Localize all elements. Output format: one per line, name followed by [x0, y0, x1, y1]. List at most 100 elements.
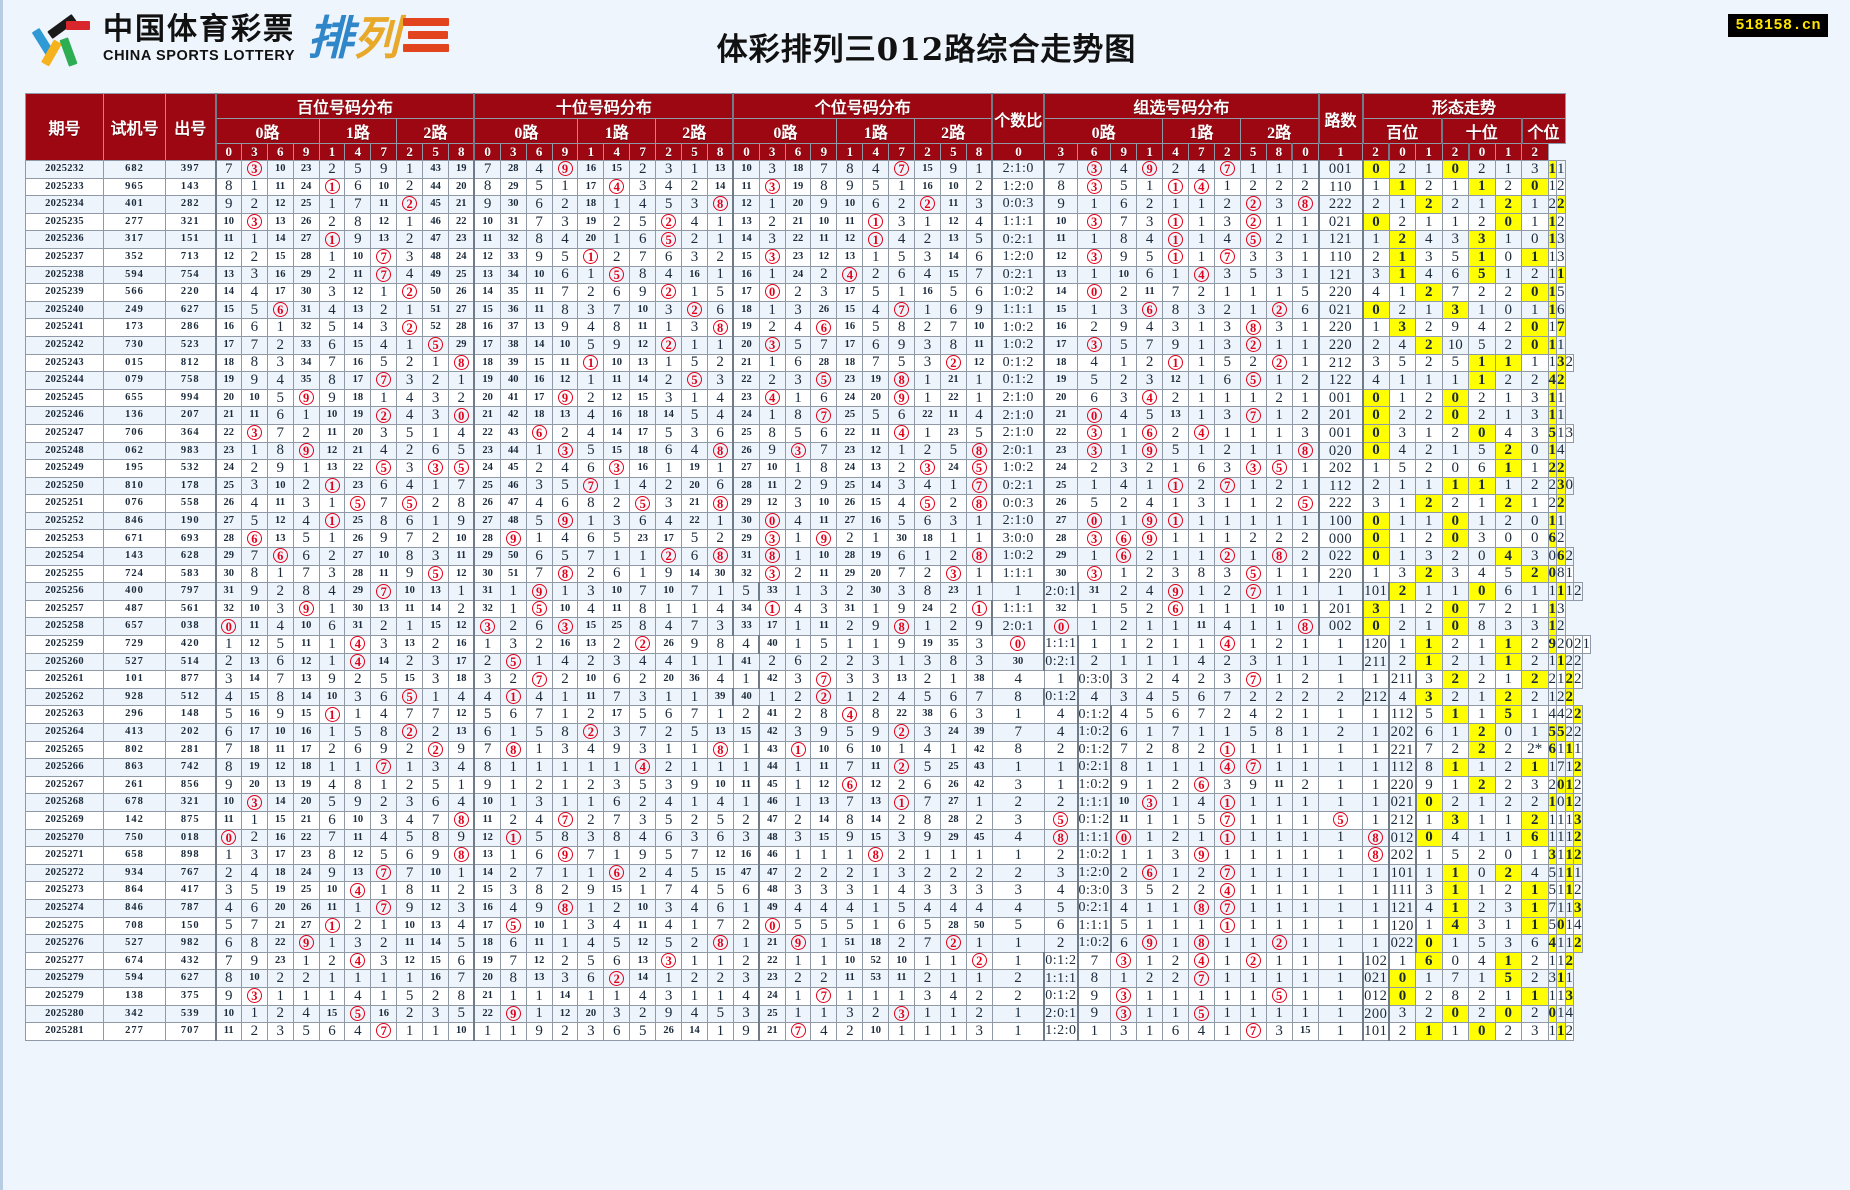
cell-zuxuan: 23: [1043, 441, 1079, 461]
table-row[interactable]: 2025268 678 321 10 3 14 20 5 9 2 3 6 4 10 1 3 1 1 6 2 4 1 4 1 46…: [25, 793, 1591, 812]
cell-zuxuan: 5: [1162, 687, 1189, 707]
table-row[interactable]: 2025235 277 321 10 3 13 26 2 8 12 1 46 22 10 31 7 3 19 2 5 2…: [25, 212, 1591, 232]
cell-xingtai: 0: [1361, 441, 1390, 461]
table-row[interactable]: 2025277 674 432 7 9 23 1 2 4 3 12 15 6 19 7 12 2 5 6 13 3 1 1 2…: [25, 951, 1591, 971]
cell-bai: 3: [370, 318, 398, 337]
table-row[interactable]: 2025258 657 038 0 11 4 10 6 31 2 1 15 12 3 2 6 3 15 25 8 4 7 3…: [25, 617, 1591, 637]
table-row[interactable]: 2025264 413 202 6 17 10 16 1 5 8 2 2 13 6 1 5 8 2 3 7 2 5 13 15…: [25, 723, 1591, 742]
table-row[interactable]: 2025252 846 190 27 5 12 4 1 25 8 6 1 9 27 48 5 9 1 3 6 4 22 1 3…: [25, 511, 1591, 531]
cell-xingtai: 0: [1521, 441, 1549, 461]
cell-zuxuan: 8: [1187, 564, 1215, 584]
table-row[interactable]: 2025233 965 143 8 1 11 24 1 6 10 2 44 20 8 29 5 1 17 4 3 4 2 1…: [25, 177, 1591, 197]
table-row[interactable]: 2025242 730 523 17 7 2 33 6 15 4 1 5 29 17 38 14 10 5 9 12 2…: [25, 335, 1591, 355]
cell-ge: 1: [965, 564, 993, 584]
cell-ge: 1: [939, 951, 967, 971]
cell-ge: 5: [784, 335, 812, 355]
table-row[interactable]: 2025236 317 151 11 1 14 27 1 9 13 2 47 23 11 32 8 4 20 1 6 5…: [25, 230, 1591, 249]
table-row[interactable]: 2025255 724 583 30 8 1 7 3 28 11 9 5 12 30 51 7 8 2 6 1 9 14 3…: [25, 564, 1591, 584]
table-row[interactable]: 2025234 401 282 9 2 12 25 1 7 11 2 45 21 9 30 6 2 18 1 4 5 3 8…: [25, 195, 1591, 214]
cell-shi: 9: [551, 160, 579, 179]
cell-xingtai: 2: [1468, 723, 1496, 742]
cell-ge: 26: [836, 494, 864, 513]
table-row[interactable]: 2025279 594 627 8 10 2 2 1 1 1 1 16 7 20 8 13 3 6 2 14 1 2 2 3 2…: [25, 969, 1591, 988]
cell-ge: 4: [862, 160, 890, 179]
table-row[interactable]: 2025279 138 375 9 3 1 1 1 4 1 5 2 8 21 1 1 14 1 1 4 3 1 1 4 24 1 7…: [25, 986, 1591, 1006]
table-row[interactable]: 2025253 671 693 28 6 13 5 1 26 9 7 2 10 28 9 1 4 6 5 23 17 5 2…: [25, 529, 1591, 549]
cell-ge: 3: [914, 723, 941, 742]
cell-shi: 4: [525, 687, 553, 707]
hit-marker: 6: [1168, 601, 1183, 617]
cell-lushu: 112: [1317, 476, 1364, 496]
cell-xingtai: 4: [1388, 687, 1417, 707]
cell-bai: 1: [396, 212, 424, 232]
table-row[interactable]: 2025263 296 148 5 16 9 15 1 1 4 7 7 12 5 6 7 1 2 17 5 6 7 1 2 41…: [25, 705, 1591, 724]
hit-marker: 2: [402, 196, 418, 212]
table-row[interactable]: 2025266 863 742 8 19 12 18 1 1 7 1 3 4 8 1 1 1 1 1 4 2 1 1 1 44 1…: [25, 758, 1591, 777]
cell-ge: 3: [888, 476, 916, 496]
cell-shi: 8: [551, 828, 579, 848]
table-row[interactable]: 2025267 261 856 9 20 13 19 4 8 1 2 5 1 9 1 2 1 2 3 5 3 9 10 11 4…: [25, 775, 1591, 795]
table-row[interactable]: 2025262 928 512 4 15 8 14 10 3 6 5 1 4 4 1 4 1 11 7 3 1 1 39 40…: [25, 687, 1591, 707]
table-row[interactable]: 2025232 682 397 7 3 10 23 2 5 9 1 43 19 7 28 4 9 16 15 2 3 1 1…: [25, 160, 1591, 179]
table-row[interactable]: 2025281 277 707 11 2 3 5 6 4 7 1 1 10 1 1 9 2 3 6 5 26 14 1 9 21…: [25, 1022, 1591, 1041]
cell-draw-number: 812: [165, 353, 216, 373]
cell-ge: 42: [758, 723, 786, 742]
cell-xingtai: 2: [1441, 423, 1470, 443]
cell-bai: 13: [266, 529, 294, 549]
table-row[interactable]: 2025274 846 787 4 6 20 26 11 1 7 9 12 3 16 4 9 8 1 2 10 3 4 6 1…: [25, 898, 1591, 918]
cell-zuxuan: 1: [1239, 1004, 1267, 1024]
hit-marker: 1: [1219, 741, 1235, 757]
table-row[interactable]: 2025257 487 561 32 10 3 9 1 30 13 11 14 2 32 1 5 10 4 11 8 1…: [25, 599, 1591, 619]
table-row[interactable]: 2025245 655 994 20 10 5 9 9 18 1 4 3 2 20 41 17 9 2 12 15 3 1…: [25, 388, 1591, 408]
cell-bai: 10: [448, 1022, 475, 1041]
cell-xingtai: 2: [1547, 459, 1557, 478]
table-row[interactable]: 2025238 594 754 13 3 16 29 2 11 7 4 49 25 13 34 10 6 1 5 8 4…: [25, 265, 1591, 285]
table-row[interactable]: 2025270 750 018 0 2 16 22 7 11 4 5 8 9 12 1 5 8 3 8 4 6 3 6 3 48…: [25, 828, 1591, 848]
cell-xingtai: 2: [1415, 353, 1443, 373]
cell-shi: 4: [551, 230, 579, 249]
cell-xingtai: 1: [1556, 828, 1566, 848]
table-row[interactable]: 2025248 062 983 23 1 8 9 12 21 4 2 6 5 23 44 1 3 5 15 18 6 4 8…: [25, 441, 1591, 461]
cell-zuxuan: 1: [1239, 441, 1267, 461]
table-row[interactable]: 2025272 934 767 2 4 18 24 9 13 7 7 10 1 14 2 7 1 1 6 2 4 5 15 4…: [25, 863, 1591, 883]
cell-shi: 17: [525, 388, 553, 408]
cell-bai: 10: [318, 881, 346, 900]
hit-marker: 1: [324, 178, 340, 194]
table-row[interactable]: 2025276 527 982 6 8 22 9 1 3 2 11 14 5 18 6 11 1 4 5 12 5 2 8 1…: [25, 934, 1591, 953]
cell-zuxuan: 1: [1318, 951, 1364, 971]
table-row[interactable]: 2025260 527 514 2 13 6 12 1 4 14 2 3 17 2 5 1 4 2 3 4 4 1 1 41 2…: [25, 652, 1591, 672]
table-row[interactable]: 2025280 342 539 10 1 2 4 15 5 16 2 3 5 22 9 1 12 20 3 2 9 4 5 3…: [25, 1004, 1591, 1024]
cell-ge: 2: [914, 670, 941, 689]
table-row[interactable]: 2025249 195 532 24 2 9 1 13 22 5 3 3 5 24 45 2 4 6 3 16 1 19 1…: [25, 459, 1591, 478]
table-row[interactable]: 2025241 173 286 16 6 1 32 5 14 3 2 52 28 16 37 13 9 4 8 11 1…: [25, 318, 1591, 337]
cell-bai: 25: [344, 511, 372, 531]
table-row[interactable]: 2025271 658 898 1 3 17 23 8 12 5 6 9 8 13 1 6 9 7 1 9 5 7 12 16…: [25, 846, 1591, 865]
cell-shi: 2: [577, 775, 605, 795]
table-row[interactable]: 2025273 864 417 3 5 19 25 10 4 1 8 11 2 15 3 8 2 9 15 1 7 4 5 6…: [25, 881, 1591, 900]
table-row[interactable]: 2025244 079 758 19 9 4 35 8 17 7 3 2 1 19 40 16 12 1 11 14 2…: [25, 371, 1591, 390]
table-row[interactable]: 2025246 136 207 21 11 6 1 10 19 2 4 3 0 21 42 18 13 4 16 18…: [25, 406, 1591, 425]
cell-shi: 4: [603, 916, 631, 936]
table-row[interactable]: 2025243 015 812 18 8 3 34 7 16 5 2 1 8 18 39 15 11 1 10 13 1…: [25, 353, 1591, 373]
table-row[interactable]: 2025256 400 797 31 9 2 8 4 29 7 10 13 1 31 1 9 1 3 10 7 10 7 1…: [25, 582, 1591, 601]
table-row[interactable]: 2025250 810 178 25 3 10 2 1 23 6 4 1 7 25 46 3 5 7 1 4 2 20 6 2…: [25, 476, 1591, 496]
table-row[interactable]: 2025261 101 877 3 14 7 13 9 2 5 15 3 18 3 2 7 2 10 6 2 20 36 4…: [25, 670, 1591, 689]
cell-shi: 2: [473, 652, 501, 672]
cell-ge: 2: [784, 810, 812, 830]
table-row[interactable]: 2025254 143 628 29 7 6 6 2 27 10 8 3 11 29 50 6 5 7 1 1 2 6 8 3…: [25, 547, 1591, 566]
cell-bai: 20: [240, 775, 268, 795]
table-row[interactable]: 2025239 566 220 14 4 17 30 3 12 1 2 50 26 14 35 11 7 2 6 9 2…: [25, 283, 1591, 302]
table-row[interactable]: 2025269 142 875 11 1 15 21 6 10 3 4 7 8 11 2 4 7 2 7 3 5 2 5 2 4…: [25, 810, 1591, 830]
table-row[interactable]: 2025265 802 281 7 18 11 17 2 6 9 2 2 9 7 8 1 3 4 9 3 1 1 8 1 43 1…: [25, 740, 1591, 760]
cell-zuxuan: 1: [1362, 740, 1390, 760]
table-row[interactable]: 2025259 729 420 1 12 5 11 1 4 3 13 2 16 1 3 2 16 13 2 2 26 9 8…: [25, 635, 1591, 654]
cell-xingtai: 3: [1441, 300, 1470, 320]
table-row[interactable]: 2025251 076 558 26 4 11 3 1 5 7 5 2 8 26 47 4 6 8 2 5 3 21 8 29…: [25, 494, 1591, 513]
table-row[interactable]: 2025237 352 713 12 2 15 28 1 10 7 3 48 24 12 33 9 5 1 2 7 6 3…: [25, 247, 1591, 267]
hit-marker: 5: [428, 565, 444, 581]
table-row[interactable]: 2025275 708 150 5 7 21 27 1 2 1 10 13 4 17 5 10 1 3 4 11 4 1 7…: [25, 916, 1591, 936]
table-row[interactable]: 2025247 706 364 22 3 7 2 11 20 3 5 1 4 22 43 6 2 4 14 17 5 3 6…: [25, 423, 1591, 443]
table-row[interactable]: 2025240 249 627 15 5 6 31 4 13 2 1 51 27 15 36 11 8 3 7 10 3…: [25, 300, 1591, 320]
cell-ge: 5: [784, 423, 812, 443]
cell-bai: 1: [318, 652, 346, 672]
